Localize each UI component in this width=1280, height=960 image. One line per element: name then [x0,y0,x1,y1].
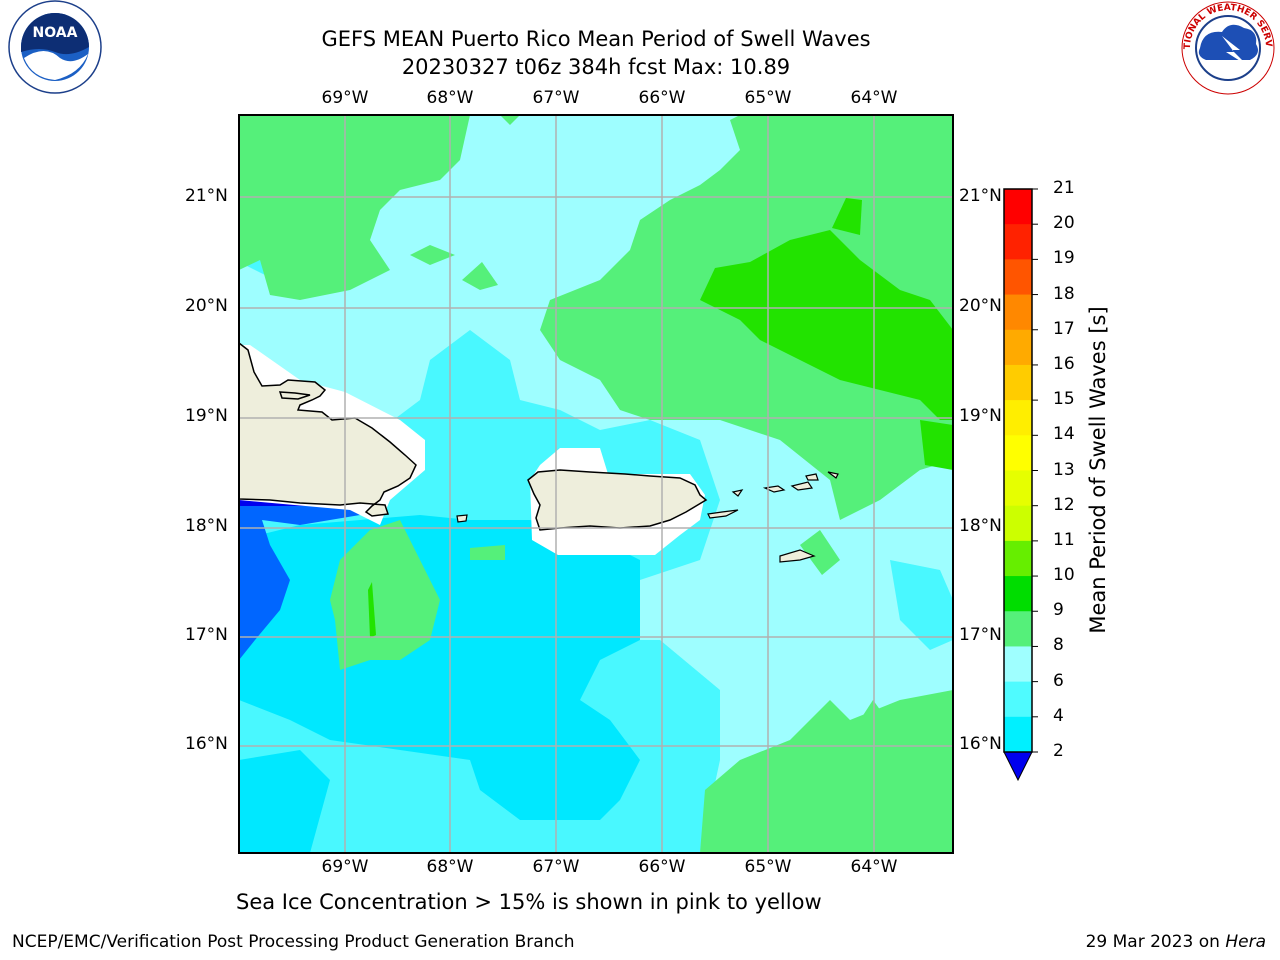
lon-label-bottom-64w: 64°W [850,857,898,877]
colorbar-segment [1004,189,1032,225]
colorbar-segment [1004,400,1032,436]
lat-label-right-21n: 21°N [959,186,1002,206]
colorbar-tick-label: 4 [1053,705,1064,726]
lon-label-top-64w: 64°W [850,88,898,108]
lon-label-top-67w: 67°W [532,88,580,108]
chart-title: GEFS MEAN Puerto Rico Mean Period of Swe… [321,27,871,51]
colorbar-segment [1004,435,1032,471]
colorbar-tick-label: 16 [1053,353,1075,374]
lon-label-bottom-69w: 69°W [321,857,369,877]
lat-label-left-19n: 19°N [185,406,228,426]
colorbar-segment [1004,681,1032,718]
lon-label-top-68w: 68°W [426,88,474,108]
colorbar-tick-label: 2 [1053,741,1064,761]
lat-label-left-20n: 20°N [185,296,228,316]
colorbar-tick-label: 17 [1053,318,1075,339]
colorbar-segment [1004,646,1032,683]
lat-label-right-16n: 16°N [959,734,1002,754]
colorbar-title: Mean Period of Swell Waves [s] [1086,306,1110,634]
lon-label-top-66w: 66°W [638,88,686,108]
colorbar-segment [1004,294,1032,331]
lat-label-left-16n: 16°N [185,734,228,754]
colorbar-segment [1004,470,1032,507]
swell-period-field [239,115,953,853]
graticule [239,115,953,853]
colorbar-tick-label: 14 [1053,424,1075,445]
lon-label-bottom-67w: 67°W [532,857,580,877]
colorbar-segment [1004,259,1032,296]
lat-label-right-18n: 18°N [959,516,1002,536]
footer-date: 29 Mar 2023 on Hera [1086,932,1266,952]
colorbar-tick-label: 18 [1053,283,1075,304]
colorbar-tick-label: 12 [1053,494,1075,515]
svg-text:NATIONAL WEATHER SERVICE: NATIONAL WEATHER SERVICE [0,0,1273,49]
colorbar-segment [1004,716,1032,753]
lat-label-left-18n: 18°N [185,516,228,536]
colorbar [1003,188,1038,782]
colorbar-tick-label: 6 [1053,670,1064,691]
sea-ice-note: Sea Ice Concentration > 15% is shown in … [236,890,822,914]
colorbar-tick-label: 15 [1053,389,1075,410]
colorbar-segment [1004,224,1032,260]
lat-label-left-21n: 21°N [185,186,228,206]
colorbar-tick-label: 13 [1053,459,1075,480]
lat-label-right-17n: 17°N [959,625,1002,645]
colorbar-segment [1004,576,1032,612]
colorbar-tick-label: 11 [1053,529,1075,550]
colorbar-tick-label: 19 [1053,248,1075,269]
colorbar-segment [1004,364,1032,401]
footer-date-text: 29 Mar 2023 on [1085,932,1226,952]
lat-label-left-17n: 17°N [185,625,228,645]
colorbar-segment [1004,329,1032,366]
nws-logo: NATIONAL WEATHER SERVICE [0,0,1275,95]
colorbar-tick-label: 9 [1053,600,1064,621]
colorbar-segment [1004,540,1032,577]
lon-label-bottom-65w: 65°W [744,857,792,877]
noaa-logo: NOAA [8,0,102,94]
colorbar-tick-label: 20 [1053,213,1075,234]
chart-subtitle: 20230327 t06z 384h fcst Max: 10.89 [401,55,791,79]
lon-label-bottom-68w: 68°W [426,857,474,877]
colorbar-tick-label: 21 [1053,178,1075,198]
lon-label-bottom-66w: 66°W [638,857,686,877]
lat-label-right-20n: 20°N [959,296,1002,316]
footer-machine: Hera [1225,932,1266,952]
lon-label-top-69w: 69°W [321,88,369,108]
lon-label-top-65w: 65°W [744,88,792,108]
colorbar-extend-arrow [1003,751,1033,782]
lat-label-right-19n: 19°N [959,406,1002,426]
noaa-logo-text: NOAA [33,25,78,41]
nws-logo-text: NATIONAL WEATHER SERVICE [0,0,1273,49]
map-frame [238,114,954,854]
footer-credit: NCEP/EMC/Verification Post Processing Pr… [12,932,575,952]
colorbar-segment [1004,611,1032,647]
colorbar-segment [1004,505,1032,542]
colorbar-tick-label: 8 [1053,635,1064,656]
colorbar-tick-label: 10 [1053,565,1075,586]
